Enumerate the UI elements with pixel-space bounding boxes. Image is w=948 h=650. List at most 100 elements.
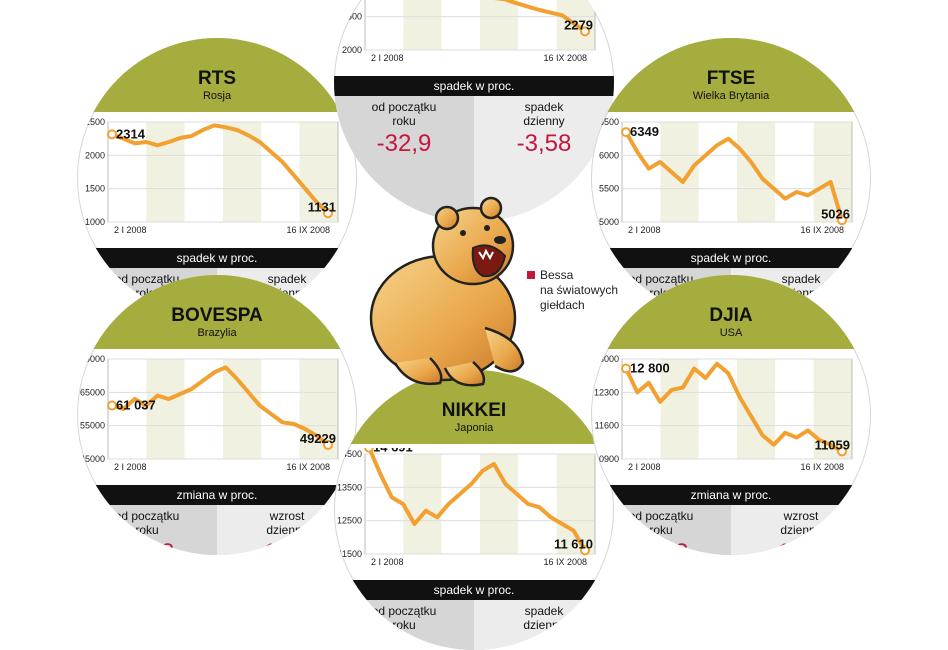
- chart-title: FTSE: [706, 68, 756, 89]
- x-tick-label: 16 IX 2008: [543, 557, 587, 567]
- first-value-label: 12 800: [630, 361, 670, 376]
- y-tick-label: 65000: [80, 387, 105, 397]
- line-plot: 5000 5500 6000 6500 2 I 2008 16 IX 2008 6349 50…: [599, 117, 853, 235]
- change-bar: spadek w proc.: [334, 76, 614, 96]
- series-line: [624, 361, 844, 454]
- series-line: [110, 123, 330, 216]
- stat-year: od początku roku: [334, 600, 474, 650]
- plot-band: [698, 359, 737, 459]
- plot-band: [480, 0, 519, 50]
- change-bar: spadek w proc.: [77, 248, 357, 268]
- data-point: [323, 208, 333, 219]
- stat-label: od początku: [628, 509, 694, 523]
- last-value-label: 2279: [564, 17, 593, 32]
- x-tick-label: 16 IX 2008: [800, 225, 844, 235]
- bear-illustration: [355, 178, 540, 393]
- legend: Bessa na światowych giełdach: [527, 268, 657, 313]
- y-tick-label: 13500: [337, 482, 362, 492]
- stat-label: dzienny: [780, 523, 822, 537]
- chart-bovespa: BOVESPA Brazylia 45000 55000 65000 75000 2 I 2…: [77, 275, 357, 555]
- data-point: [323, 439, 333, 450]
- y-tick-label: 5000: [599, 217, 619, 227]
- chart-subtitle: Brazylia: [197, 327, 237, 339]
- stat-value: 1,30: [777, 539, 825, 555]
- plot-band: [261, 359, 300, 459]
- data-point: [364, 448, 374, 453]
- stat-label: od początku: [371, 100, 437, 114]
- last-value-label: 5026: [821, 206, 850, 221]
- stat-label: wzrost: [783, 509, 819, 523]
- stats-panel: od początku roku -32,9 spadek dzienny -3,58: [334, 96, 614, 222]
- y-tick-label: 2000: [85, 150, 105, 160]
- stat-daily: spadek dzienny: [474, 600, 614, 650]
- y-tick-label: 5500: [599, 184, 619, 194]
- x-tick-label: 16 IX 2008: [800, 462, 844, 472]
- stat-label: spadek: [524, 604, 564, 618]
- data-point: [107, 400, 117, 411]
- x-tick-label: 2 I 2008: [628, 462, 661, 472]
- stats-panel: od początku roku -14,2 wzrost dzienny 1,30: [591, 505, 871, 555]
- chart-subtitle: USA: [719, 327, 743, 339]
- chart-title: DJIA: [709, 305, 753, 326]
- plot-band: [261, 122, 300, 222]
- last-value-label: 49229: [300, 431, 336, 446]
- stat-value: -21,8: [119, 539, 175, 555]
- stat-label: spadek: [524, 100, 564, 114]
- stat-value: -32,9: [376, 130, 432, 157]
- y-tick-label: 2500: [85, 117, 105, 127]
- first-value-label: 14 691: [373, 448, 413, 455]
- stats-panel: od początku roku -21,8 wzrost dzienny 1,68: [77, 505, 357, 555]
- legend-text-1: Bessa: [540, 268, 574, 282]
- stat-value: -14,2: [633, 539, 689, 555]
- y-tick-label: 14500: [337, 449, 362, 459]
- plot-band: [223, 122, 262, 222]
- legend-square-icon: [527, 271, 535, 279]
- stat-label: roku: [392, 114, 416, 128]
- chart-header: BOVESPA Brazylia: [77, 275, 357, 349]
- plot-band: [403, 0, 442, 50]
- line-plot: 1000 1500 2000 2500 2 I 2008 16 IX 2008 2314 11…: [85, 117, 339, 235]
- chart-subtitle: Wielka Brytania: [692, 90, 770, 102]
- plot-band: [660, 359, 699, 459]
- stat-value: 1,68: [263, 539, 311, 555]
- series-line: [367, 448, 587, 553]
- y-tick-label: 12500: [337, 516, 362, 526]
- plot-band: [518, 454, 557, 554]
- data-point: [580, 545, 590, 556]
- x-tick-label: 2 I 2008: [628, 225, 661, 235]
- plot-band: [223, 359, 262, 459]
- last-value-label: 11 610: [554, 536, 593, 551]
- y-tick-label: 11500: [338, 549, 362, 559]
- y-tick-label: 6500: [599, 117, 619, 127]
- line-plot: 11500 12500 13500 14500 2 I 2008 16 IX 2008 14…: [337, 448, 596, 567]
- x-tick-label: 2 I 2008: [114, 462, 147, 472]
- y-tick-label: 1500: [85, 184, 105, 194]
- data-point: [621, 127, 631, 138]
- plot-band: [775, 359, 814, 459]
- y-tick-label: 13000: [594, 354, 619, 364]
- plot-band: [403, 454, 442, 554]
- data-point: [837, 215, 847, 226]
- series-line: [110, 365, 330, 447]
- chart-subtitle: Rosja: [202, 90, 232, 102]
- stats-panel: od początku roku spadek dzienny: [334, 600, 614, 650]
- stat-daily: wzrost dzienny 1,68: [217, 505, 357, 555]
- stat-label: roku: [135, 523, 159, 537]
- y-tick-label: 11600: [595, 421, 619, 431]
- stat-label: dzienny: [523, 114, 565, 128]
- chart-title: RTS: [198, 68, 236, 89]
- stat-year: od początku roku -32,9: [334, 96, 474, 222]
- plot-band: [813, 122, 852, 222]
- x-tick-label: 2 I 2008: [371, 53, 404, 63]
- plot-band: [660, 122, 699, 222]
- x-tick-label: 2 I 2008: [371, 557, 404, 567]
- y-tick-label: 75000: [80, 354, 105, 364]
- y-tick-label: 12300: [594, 387, 619, 397]
- change-bar: spadek w proc.: [591, 248, 871, 268]
- plot-band: [146, 359, 185, 459]
- y-tick-label: 45000: [80, 454, 105, 464]
- data-point: [621, 363, 631, 374]
- plot-band: [184, 122, 223, 222]
- stat-label: dzienny: [523, 618, 565, 632]
- plot-band: [184, 359, 223, 459]
